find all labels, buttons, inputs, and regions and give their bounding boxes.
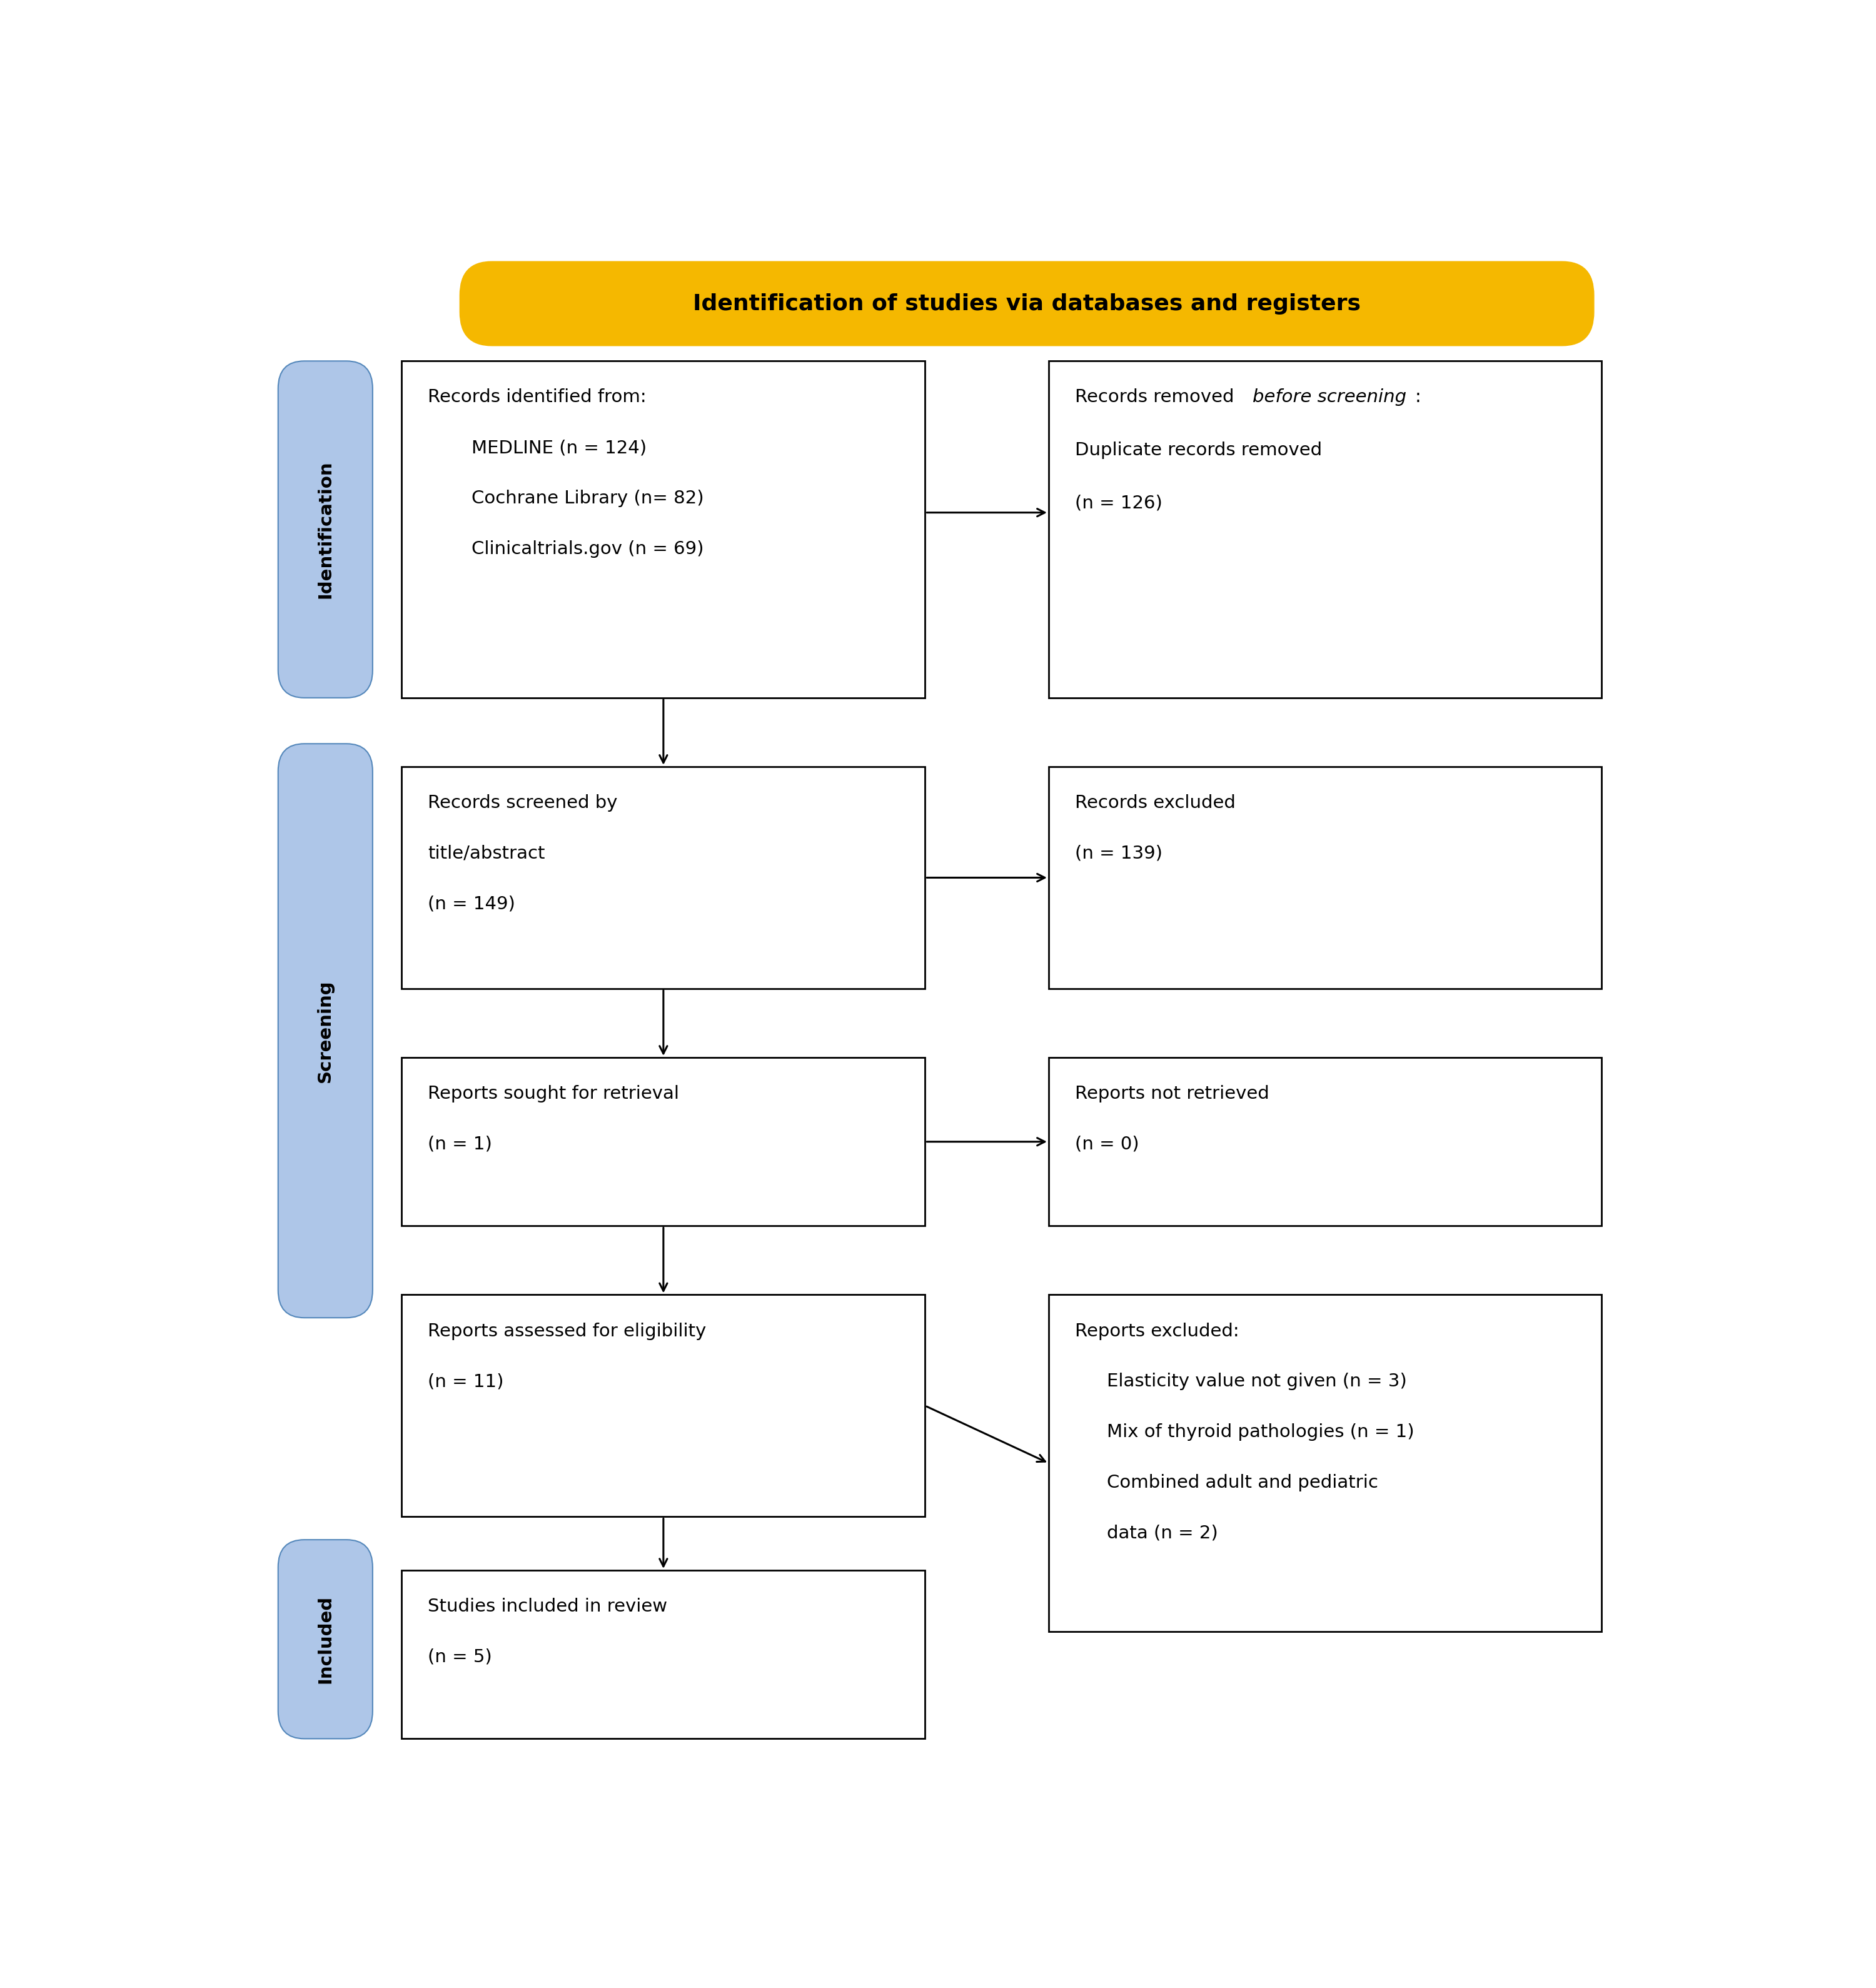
Text: (n = 149): (n = 149) <box>428 895 516 912</box>
Text: Reports assessed for eligibility: Reports assessed for eligibility <box>428 1322 707 1340</box>
Text: (n = 139): (n = 139) <box>1075 845 1163 863</box>
Text: Identification: Identification <box>317 461 334 598</box>
Text: (n = 11): (n = 11) <box>428 1374 505 1390</box>
FancyBboxPatch shape <box>278 362 373 698</box>
Text: Records identified from:: Records identified from: <box>428 388 647 406</box>
Text: data (n = 2): data (n = 2) <box>1107 1525 1218 1543</box>
Text: MEDLINE (n = 124): MEDLINE (n = 124) <box>471 439 647 457</box>
Text: Elasticity value not given (n = 3): Elasticity value not given (n = 3) <box>1107 1374 1407 1390</box>
Text: Duplicate records removed: Duplicate records removed <box>1075 441 1323 459</box>
Bar <box>401 1058 925 1227</box>
Bar <box>1049 362 1600 698</box>
Text: Records screened by: Records screened by <box>428 795 617 811</box>
Text: Records excluded: Records excluded <box>1075 795 1236 811</box>
Text: Screening: Screening <box>317 980 334 1081</box>
Text: Reports not retrieved: Reports not retrieved <box>1075 1085 1270 1103</box>
Text: Records removed: Records removed <box>1075 388 1240 406</box>
Text: (n = 1): (n = 1) <box>428 1135 492 1153</box>
FancyBboxPatch shape <box>278 1541 373 1739</box>
Text: :: : <box>1415 388 1422 406</box>
Text: Included: Included <box>317 1594 334 1684</box>
Text: Cochrane Library (n= 82): Cochrane Library (n= 82) <box>471 489 704 507</box>
Text: Combined adult and pediatric: Combined adult and pediatric <box>1107 1473 1379 1491</box>
Bar <box>401 767 925 988</box>
FancyBboxPatch shape <box>278 744 373 1318</box>
Text: (n = 5): (n = 5) <box>428 1648 492 1666</box>
FancyBboxPatch shape <box>460 262 1595 346</box>
Text: Clinicaltrials.gov (n = 69): Clinicaltrials.gov (n = 69) <box>471 541 704 557</box>
Text: Mix of thyroid pathologies (n = 1): Mix of thyroid pathologies (n = 1) <box>1107 1423 1415 1441</box>
Bar <box>1049 1058 1600 1227</box>
Bar <box>401 362 925 698</box>
Bar <box>1049 1294 1600 1632</box>
Text: (n = 0): (n = 0) <box>1075 1135 1139 1153</box>
Text: Reports excluded:: Reports excluded: <box>1075 1322 1238 1340</box>
Bar <box>1049 767 1600 988</box>
Text: (n = 126): (n = 126) <box>1075 495 1163 511</box>
Text: title/abstract: title/abstract <box>428 845 546 863</box>
Text: Studies included in review: Studies included in review <box>428 1598 668 1616</box>
Bar <box>401 1294 925 1517</box>
Text: Identification of studies via databases and registers: Identification of studies via databases … <box>692 292 1360 314</box>
Text: Reports sought for retrieval: Reports sought for retrieval <box>428 1085 679 1103</box>
Bar <box>401 1571 925 1739</box>
Text: before screening: before screening <box>1253 388 1407 406</box>
